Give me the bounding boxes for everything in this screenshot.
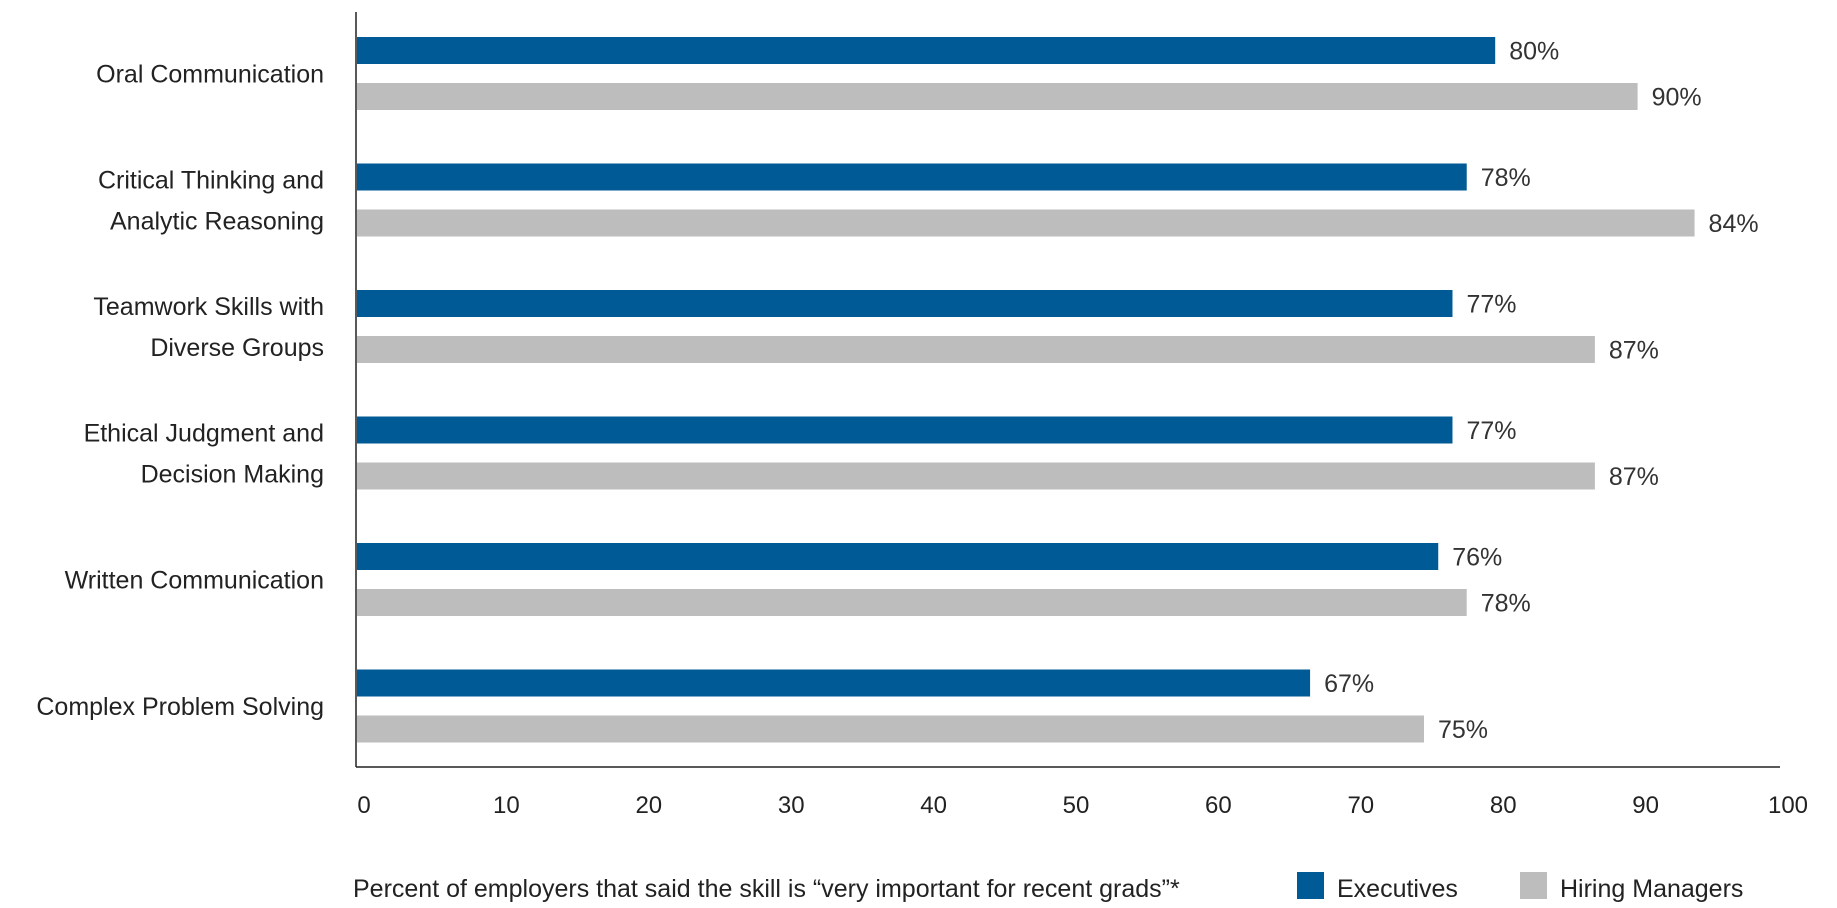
- category-labels-group: Oral Communication Critical Thinking and A…: [36, 61, 324, 722]
- category-label: Complex Problem Solving: [36, 693, 324, 721]
- bar-hiring-managers: [357, 715, 1424, 743]
- x-tick-label: 40: [920, 792, 947, 819]
- category-label: Ethical Judgment and: [84, 420, 324, 448]
- data-label: 87%: [1609, 337, 1659, 365]
- x-tick-label: 80: [1490, 792, 1517, 819]
- category-label: Critical Thinking and: [98, 167, 324, 195]
- bar-executives: [357, 163, 1467, 191]
- data-label: 75%: [1438, 716, 1488, 744]
- bar-hiring-managers: [357, 589, 1467, 616]
- category-label: Decision Making: [141, 461, 324, 489]
- bar-hiring-managers: [357, 209, 1695, 237]
- data-label: 80%: [1509, 38, 1559, 66]
- bar-executives: [357, 669, 1311, 697]
- x-tick-label: 0: [357, 792, 370, 819]
- category-label: Written Communication: [65, 567, 324, 595]
- bar-hiring-managers: [357, 83, 1638, 110]
- data-label: 77%: [1466, 417, 1516, 445]
- value-labels-group: 80% 90% 78% 84% 77% 87% 77% 87% 76% 78% 67% 75%: [1324, 38, 1759, 745]
- data-label: 78%: [1481, 590, 1531, 618]
- x-tick-label: 60: [1205, 792, 1232, 819]
- bar-hiring-managers: [357, 336, 1595, 363]
- legend-swatch: [1520, 872, 1547, 899]
- category-label: Oral Communication: [96, 61, 324, 89]
- bars-group: [357, 37, 1695, 743]
- data-label: 76%: [1452, 544, 1502, 572]
- x-axis-title: Percent of employers that said the skill…: [353, 875, 1180, 903]
- legend: Executives Hiring Managers: [1297, 872, 1743, 903]
- x-tick-label: 100: [1768, 792, 1808, 819]
- x-tick-label: 50: [1063, 792, 1090, 819]
- category-label: Teamwork Skills with: [93, 293, 324, 321]
- x-tick-label: 70: [1347, 792, 1374, 819]
- bar-executives: [357, 37, 1496, 64]
- bar-executives: [357, 543, 1439, 570]
- data-label: 78%: [1481, 164, 1531, 192]
- x-tick-label: 30: [778, 792, 805, 819]
- legend-swatch: [1297, 872, 1324, 899]
- data-label: 84%: [1709, 210, 1759, 238]
- x-tick-label: 90: [1632, 792, 1659, 819]
- category-label: Diverse Groups: [150, 334, 324, 362]
- data-label: 87%: [1609, 463, 1659, 491]
- data-label: 67%: [1324, 670, 1374, 698]
- data-label: 77%: [1466, 291, 1516, 319]
- legend-label: Hiring Managers: [1560, 875, 1743, 903]
- legend-label: Executives: [1337, 875, 1458, 903]
- data-label: 90%: [1652, 84, 1702, 112]
- x-tick-label: 20: [635, 792, 662, 819]
- bar-executives: [357, 416, 1453, 444]
- x-tick-labels-group: 0 10 20 30 40 50 60 70 80 90 100: [357, 792, 1808, 819]
- x-tick-label: 10: [493, 792, 520, 819]
- bar-hiring-managers: [357, 462, 1595, 490]
- bar-executives: [357, 290, 1453, 317]
- category-label: Analytic Reasoning: [110, 208, 324, 236]
